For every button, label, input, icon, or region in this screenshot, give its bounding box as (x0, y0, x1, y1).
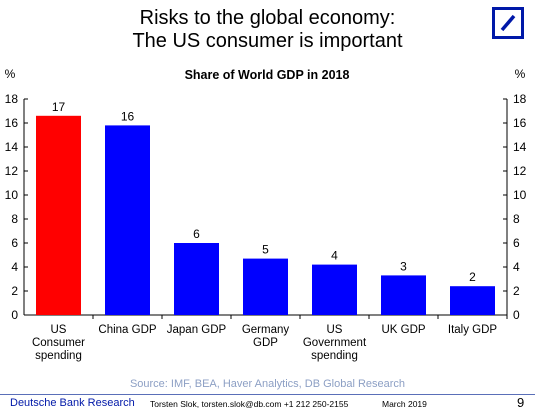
y-tick-label-right: 14 (513, 140, 527, 154)
x-tick-label: US (327, 324, 343, 336)
x-tick-label: spending (311, 350, 358, 362)
y-tick-label-left: 12 (5, 164, 19, 178)
y-tick-label-left: 2 (11, 284, 18, 298)
y-tick-label-left: 18 (5, 92, 19, 106)
x-tick-label: US (51, 324, 67, 336)
y-tick-label-left: 10 (5, 188, 19, 202)
y-tick-label-right: 2 (513, 284, 520, 298)
y-tick-label-left: 16 (5, 116, 19, 130)
y-tick-label-left: 14 (5, 140, 19, 154)
bar (381, 275, 426, 315)
x-tick-label: UK GDP (381, 324, 425, 336)
x-tick-label: Consumer (32, 337, 85, 349)
y-tick-label-right: 12 (513, 164, 527, 178)
data-label: 3 (400, 259, 407, 273)
x-tick-label: Japan GDP (167, 324, 227, 336)
chart-title: Share of World GDP in 2018 (185, 68, 350, 82)
x-tick-label: Italy GDP (448, 324, 498, 336)
x-tick-label: Germany (242, 324, 290, 336)
data-label: 6 (193, 227, 200, 241)
footer-date: March 2019 (382, 399, 427, 409)
bar (243, 258, 288, 315)
bar (36, 115, 81, 315)
title-line-2: The US consumer is important (132, 30, 403, 52)
y-tick-label-right: 18 (513, 92, 527, 106)
footer-author: Torsten Slok, torsten.slok@db.com +1 212… (150, 399, 349, 409)
deutsche-bank-logo-icon (492, 7, 524, 39)
x-tick-label: Government (303, 337, 367, 349)
footer-brand: Deutsche Bank Research (10, 397, 135, 409)
y-axis-unit-left: % (5, 67, 16, 81)
y-axis-unit-right: % (515, 67, 526, 81)
bar (450, 286, 495, 315)
data-label: 16 (121, 109, 135, 123)
title-line-1: Risks to the global economy: (139, 7, 396, 29)
page-title: Risks to the global economy: The US cons… (0, 7, 535, 53)
data-label: 2 (469, 270, 476, 284)
x-tick-label: GDP (253, 337, 278, 349)
source-note: Source: IMF, BEA, Haver Analytics, DB Gl… (129, 378, 406, 390)
y-tick-label-left: 0 (11, 308, 18, 322)
bar (312, 264, 357, 315)
footer-divider (0, 394, 535, 395)
data-label: 4 (331, 249, 338, 263)
y-tick-label-right: 8 (513, 212, 520, 226)
y-tick-label-left: 4 (11, 260, 18, 274)
y-tick-label-right: 10 (513, 188, 527, 202)
x-tick-label: spending (35, 350, 82, 362)
y-tick-label-right: 0 (513, 308, 520, 322)
y-tick-label-right: 4 (513, 260, 520, 274)
bar (174, 243, 219, 315)
page-number: 9 (517, 395, 525, 410)
y-tick-label-left: 6 (11, 236, 18, 250)
y-tick-label-right: 16 (513, 116, 527, 130)
x-tick-label: China GDP (98, 324, 156, 336)
y-tick-label-left: 8 (11, 212, 18, 226)
bar (105, 125, 150, 316)
data-label: 17 (52, 100, 66, 114)
y-tick-label-right: 6 (513, 236, 520, 250)
data-label: 5 (262, 243, 269, 257)
